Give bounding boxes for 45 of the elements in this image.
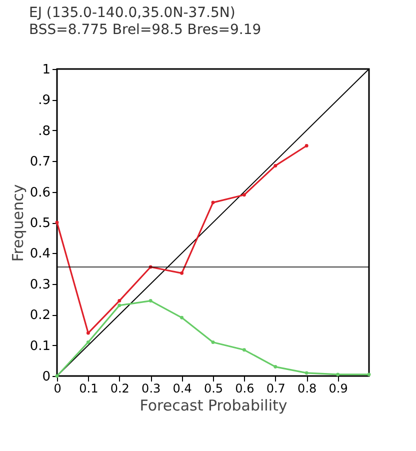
point <box>242 193 246 197</box>
y-tick-label: 0.4 <box>30 246 50 262</box>
point <box>118 299 122 303</box>
y-tick-label: 0 <box>42 370 50 384</box>
x-tick-label: 0.7 <box>266 382 286 396</box>
point <box>274 365 278 369</box>
x-tick-label: 0.8 <box>298 382 317 396</box>
point <box>211 340 215 344</box>
point <box>274 164 278 168</box>
y-tick-label: .8 <box>38 124 50 139</box>
x-axis-title: Forecast Probability <box>140 396 288 414</box>
point <box>118 304 122 308</box>
point <box>304 144 308 148</box>
x-tick-label: 0.6 <box>235 382 254 396</box>
x-tick-label: 0.9 <box>328 382 348 396</box>
line-series <box>55 144 308 335</box>
y-tick-label: 0.2 <box>30 308 50 324</box>
y-tick-label: 0.5 <box>30 216 50 231</box>
chart-subtitle: BSS=8.775 Brel=98.5 Bres=9.19 <box>29 22 262 38</box>
point <box>148 299 152 303</box>
y-tick-label: 1 <box>42 62 50 78</box>
chart-title: EJ (135.0-140.0,35.0N-37.5N) <box>29 5 236 21</box>
y-tick-label: 0.6 <box>30 185 50 200</box>
point <box>180 316 184 320</box>
point <box>55 220 59 224</box>
x-tick-label: 0 <box>54 382 62 396</box>
y-axis-title: Frequency <box>8 184 27 262</box>
x-tick-label: 0.3 <box>142 382 161 396</box>
point <box>304 371 308 375</box>
x-tick-label: 0.5 <box>204 382 224 396</box>
y-tick-label: 0.3 <box>30 277 50 292</box>
x-tick-label: 0.4 <box>172 382 192 396</box>
point <box>242 348 246 352</box>
point <box>336 372 340 376</box>
point <box>211 200 215 204</box>
y-tick-label: .9 <box>38 93 50 108</box>
point <box>180 271 184 275</box>
x-tick-label: 0.2 <box>110 382 130 396</box>
y-tick-label: 0.7 <box>30 154 50 170</box>
point <box>55 374 59 378</box>
y-tick-label: 0.1 <box>30 338 50 354</box>
point <box>86 331 90 335</box>
point <box>367 372 371 376</box>
x-tick-label: 0.1 <box>79 382 98 396</box>
point <box>86 340 90 344</box>
